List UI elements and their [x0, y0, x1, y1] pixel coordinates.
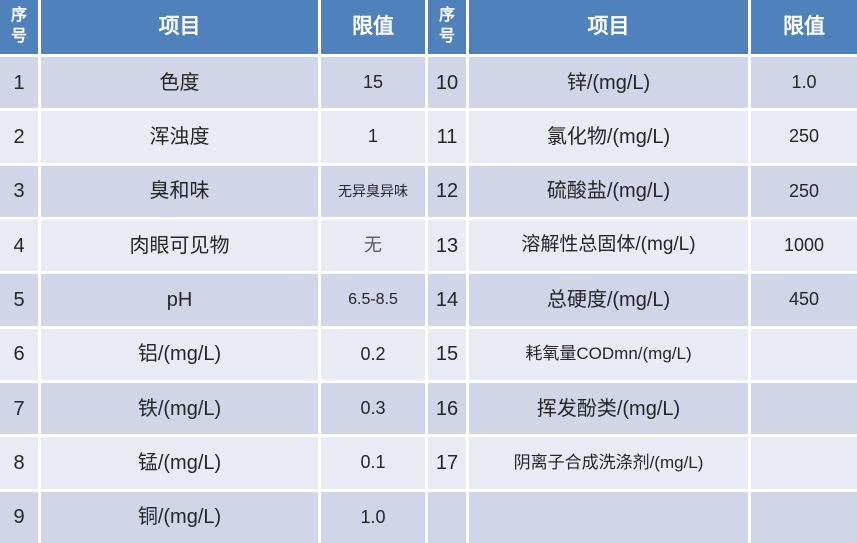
- header-limit-right: 限值: [751, 0, 857, 54]
- limit-cell: 450: [751, 274, 857, 326]
- limit-cell: 250: [751, 165, 857, 217]
- seq-cell: 16: [428, 382, 466, 435]
- item-cell: 臭和味: [41, 165, 318, 217]
- seq-cell: 5: [0, 274, 38, 326]
- item-cell: 阴离子合成洗涤剂/(mg/L): [469, 437, 748, 489]
- seq-cell: 8: [0, 437, 38, 489]
- seq-cell: 10: [428, 57, 466, 109]
- item-cell: 铝/(mg/L): [41, 328, 318, 380]
- limit-cell: [751, 437, 857, 489]
- limit-cell: [751, 382, 857, 435]
- limit-cell: 250: [751, 111, 857, 163]
- limit-cell: 1.0: [321, 491, 425, 543]
- limit-cell: 0.1: [321, 437, 425, 489]
- seq-cell: 17: [428, 437, 466, 489]
- item-cell: 锌/(mg/L): [469, 57, 748, 109]
- item-cell: pH: [41, 274, 318, 326]
- header-seq-right: 序号: [428, 0, 466, 54]
- seq-cell: 13: [428, 219, 466, 272]
- seq-cell: 9: [0, 491, 38, 543]
- item-cell: 铁/(mg/L): [41, 382, 318, 435]
- limit-cell: 0.2: [321, 328, 425, 380]
- item-cell: 色度: [41, 57, 318, 109]
- item-cell: 溶解性总固体/(mg/L): [469, 219, 748, 272]
- item-cell: 肉眼可见物: [41, 219, 318, 272]
- seq-cell: 14: [428, 274, 466, 326]
- seq-cell: 12: [428, 165, 466, 217]
- item-cell: 硫酸盐/(mg/L): [469, 165, 748, 217]
- limit-cell: 15: [321, 57, 425, 109]
- header-limit-left: 限值: [321, 0, 425, 54]
- header-seq-left: 序号: [0, 0, 38, 54]
- limit-cell: 1000: [751, 219, 857, 272]
- seq-cell: [428, 491, 466, 543]
- limit-cell: 无: [321, 219, 425, 272]
- limit-cell: 无异臭异味: [321, 165, 425, 217]
- seq-cell: 15: [428, 328, 466, 380]
- limit-cell: 0.3: [321, 382, 425, 435]
- item-cell: 挥发酚类/(mg/L): [469, 382, 748, 435]
- header-item-left: 项目: [41, 0, 318, 54]
- header-item-right: 项目: [469, 0, 748, 54]
- seq-cell: 1: [0, 57, 38, 109]
- seq-cell: 7: [0, 382, 38, 435]
- limit-cell: 6.5-8.5: [321, 274, 425, 326]
- item-cell: 浑浊度: [41, 111, 318, 163]
- item-cell: 耗氧量CODmn/(mg/L): [469, 328, 748, 380]
- seq-cell: 6: [0, 328, 38, 380]
- seq-cell: 3: [0, 165, 38, 217]
- limit-cell: 1: [321, 111, 425, 163]
- item-cell: 锰/(mg/L): [41, 437, 318, 489]
- item-cell: 氯化物/(mg/L): [469, 111, 748, 163]
- item-cell: 总硬度/(mg/L): [469, 274, 748, 326]
- item-cell: [469, 491, 748, 543]
- item-cell: 铜/(mg/L): [41, 491, 318, 543]
- seq-cell: 2: [0, 111, 38, 163]
- seq-cell: 4: [0, 219, 38, 272]
- limit-cell: [751, 491, 857, 543]
- limit-cell: 1.0: [751, 57, 857, 109]
- seq-cell: 11: [428, 111, 466, 163]
- limit-cell: [751, 328, 857, 380]
